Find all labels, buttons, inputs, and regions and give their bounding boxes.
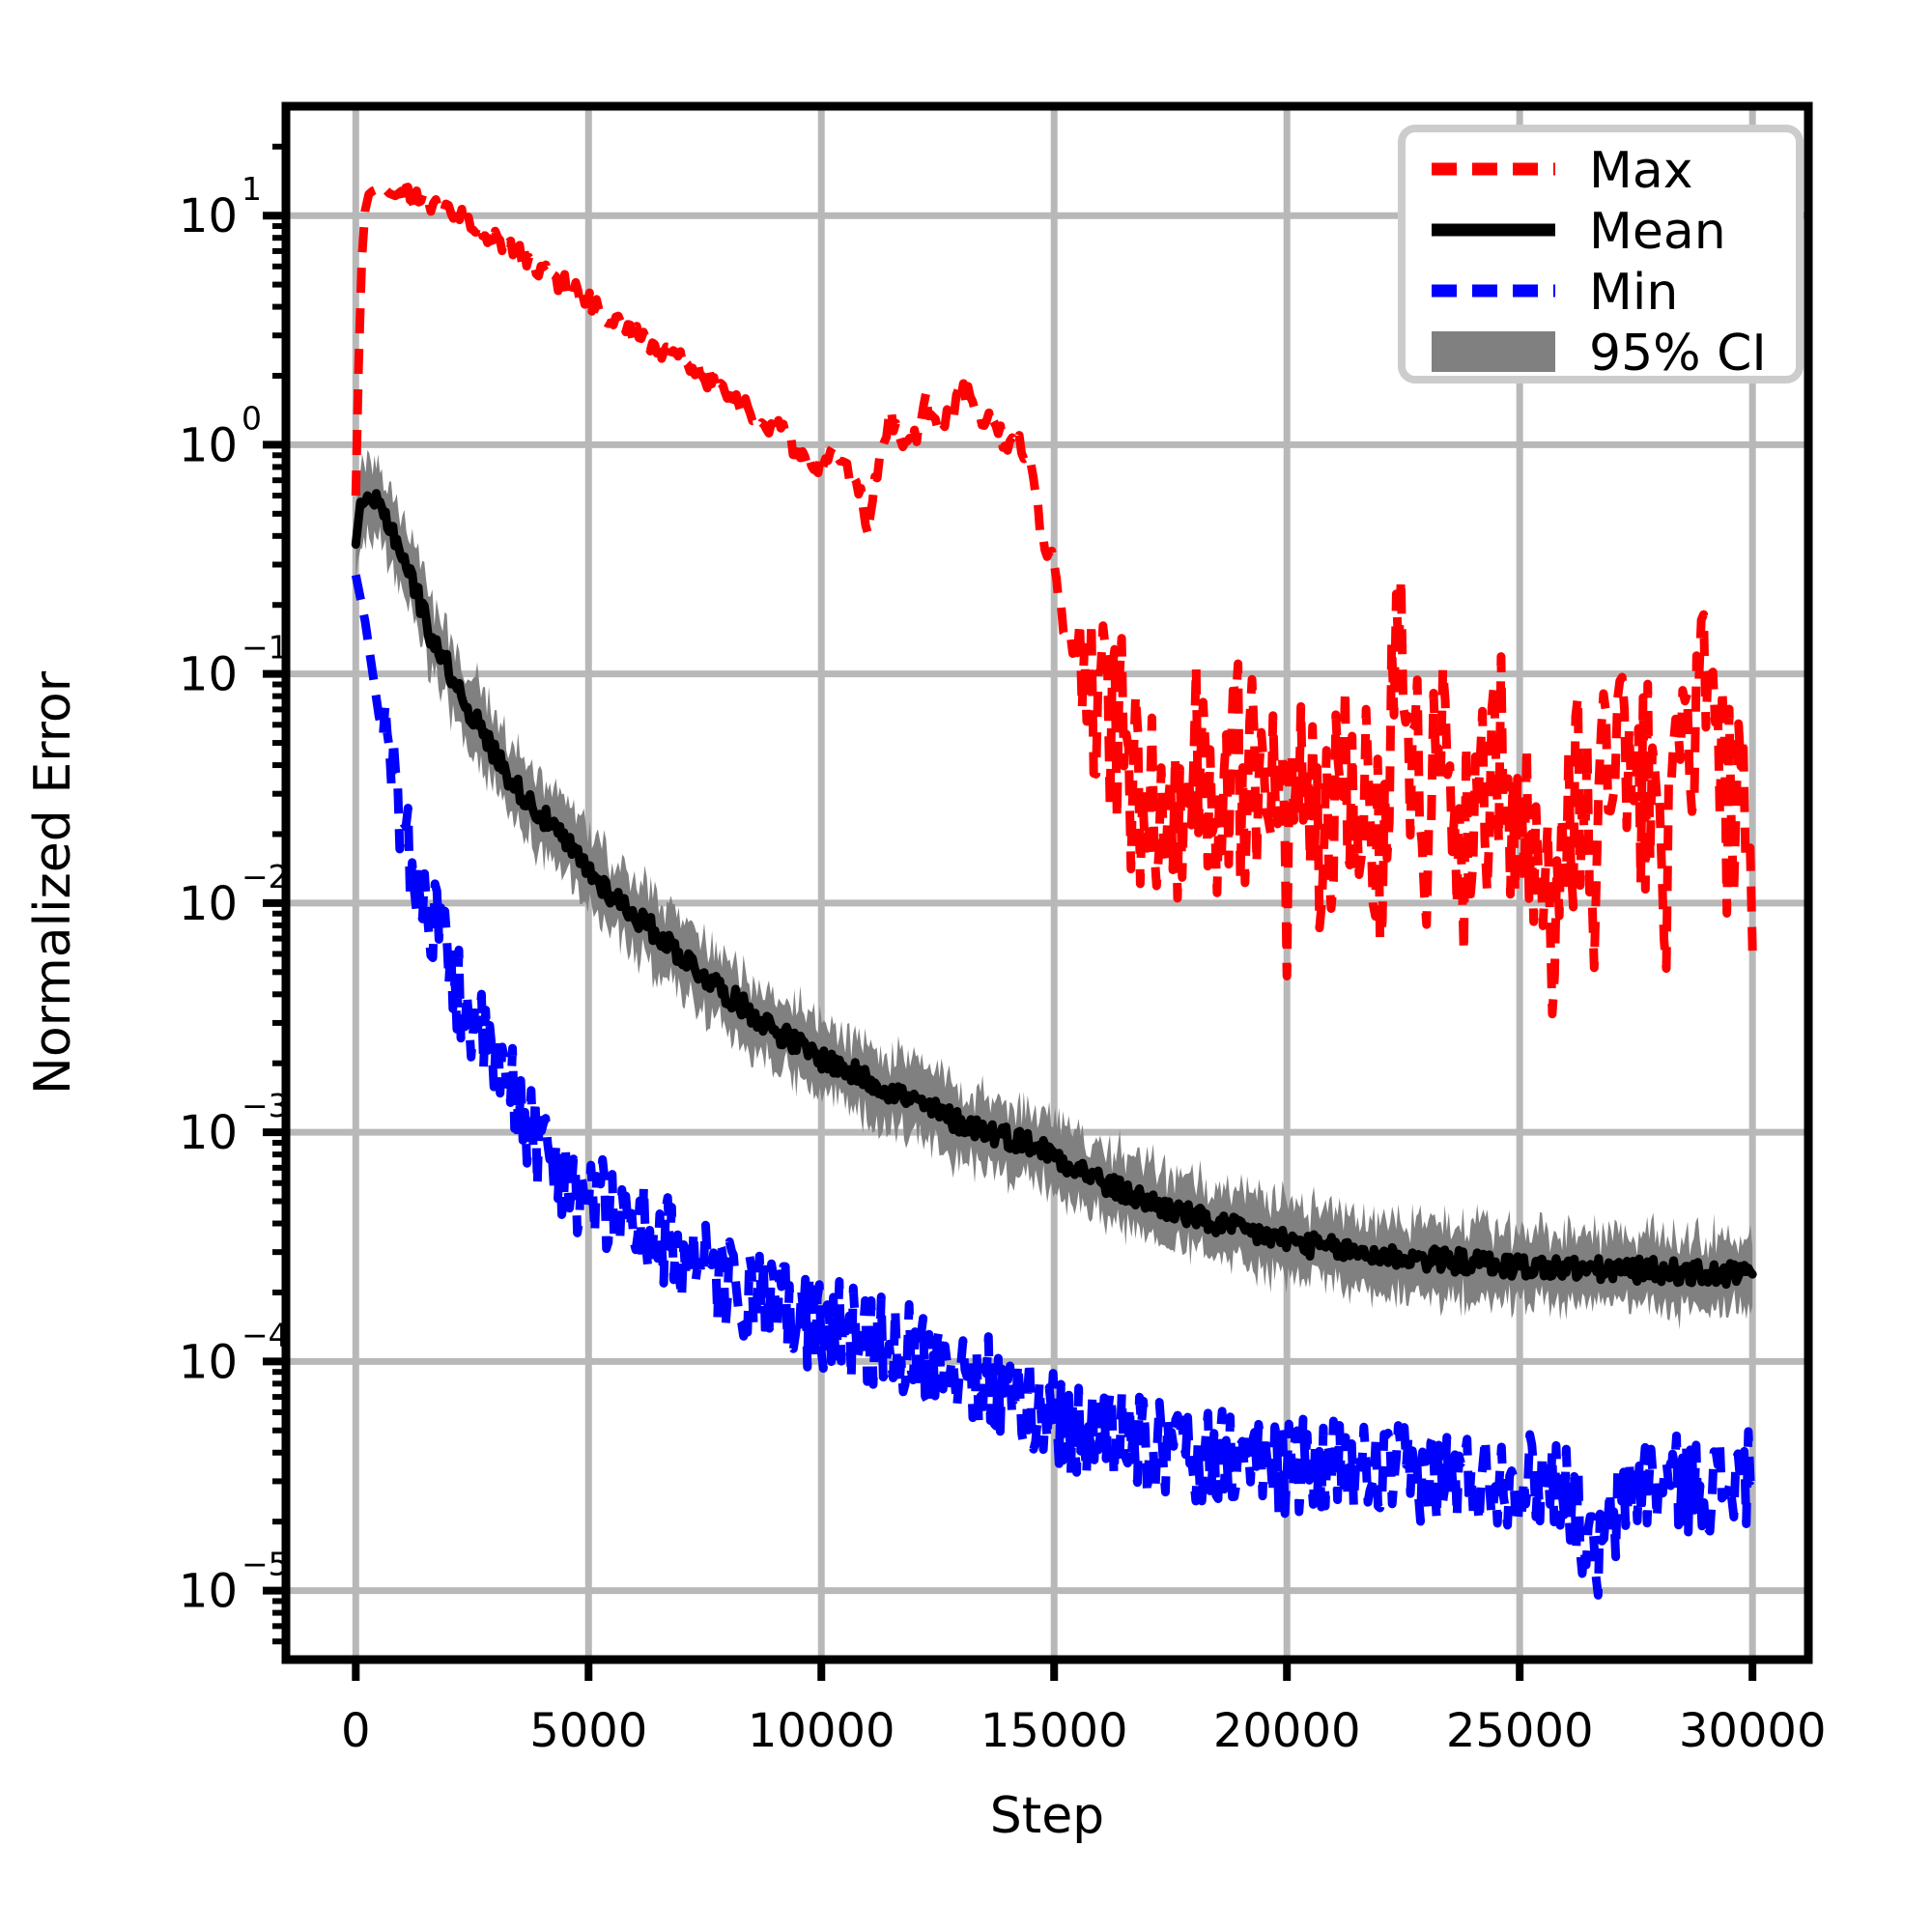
svg-text:10: 10 (179, 1106, 238, 1160)
y-axis-title: Normalized Error (24, 670, 82, 1094)
legend-item-mean[interactable]: Mean (1432, 203, 1726, 261)
svg-text:0: 0 (242, 399, 262, 437)
legend-label: Max (1589, 142, 1693, 200)
svg-text:10: 10 (179, 189, 238, 243)
svg-text:−1: −1 (242, 629, 289, 667)
mean-series-line (351, 489, 1757, 1290)
x-tick-label: 25000 (1446, 1704, 1594, 1758)
legend-label: Min (1589, 264, 1678, 322)
svg-text:10: 10 (179, 1335, 238, 1389)
y-tick-label: 10−2 (179, 858, 289, 931)
max-series-line (351, 183, 1757, 1019)
y-tick-label: 100 (179, 399, 262, 472)
y-tick-label: 10−4 (179, 1316, 289, 1389)
svg-text:10: 10 (179, 418, 238, 472)
svg-text:−3: −3 (242, 1087, 289, 1124)
legend-label: 95% CI (1589, 325, 1767, 383)
min-series-line (351, 574, 1756, 1600)
x-axis-title: Step (990, 1787, 1104, 1845)
legend-label: Mean (1589, 203, 1726, 261)
svg-text:1: 1 (242, 170, 262, 208)
y-tick-label: 101 (179, 170, 262, 243)
x-tick-label: 15000 (980, 1704, 1128, 1758)
axes-spines (281, 101, 1813, 1664)
x-tick-label: 20000 (1213, 1704, 1361, 1758)
legend-box (1398, 125, 1804, 384)
x-tick-label: 5000 (529, 1704, 647, 1758)
legend-item-95-ci[interactable]: 95% CI (1432, 325, 1767, 383)
x-tick-labels: 0 5000 10000 15000 20000 25000 30000 (341, 1704, 1826, 1758)
svg-text:10: 10 (179, 648, 238, 702)
legend-item-max[interactable]: Max (1432, 142, 1693, 200)
svg-text:−2: −2 (242, 858, 289, 895)
x-tick-label: 10000 (748, 1704, 895, 1758)
legend-item-min[interactable]: Min (1432, 264, 1678, 322)
y-tick-label: 10−3 (179, 1087, 289, 1160)
axis-ticks (263, 143, 1757, 1681)
svg-text:10: 10 (179, 877, 238, 931)
x-tick-label: 0 (341, 1704, 371, 1758)
x-tick-label: 30000 (1679, 1704, 1827, 1758)
y-tick-label: 10−1 (179, 629, 289, 702)
svg-text:−5: −5 (242, 1546, 289, 1583)
svg-text:−4: −4 (242, 1316, 289, 1353)
svg-text:10: 10 (179, 1565, 238, 1619)
y-tick-label: 10−5 (179, 1546, 289, 1619)
legend-swatch-95-ci (1432, 331, 1555, 372)
